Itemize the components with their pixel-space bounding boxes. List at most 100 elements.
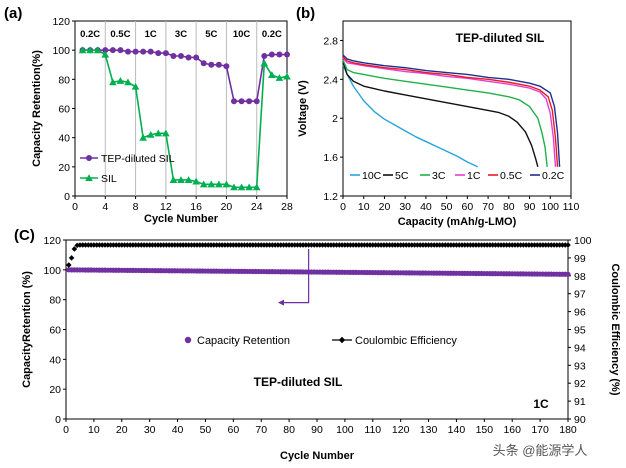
x-tick-label: 20 (221, 201, 233, 213)
x-tick-label: 70 (482, 201, 494, 213)
data-point (139, 133, 147, 141)
data-point (215, 180, 223, 188)
data-point (284, 51, 290, 58)
panel-c-series (65, 242, 571, 277)
x-tick-label: 80 (283, 424, 295, 436)
x-tick-label: 30 (144, 424, 156, 436)
panel-b-y-ticks: 1.2 1.6 2 2.4 2.8 (323, 35, 343, 203)
x-tick-label: 150 (476, 424, 494, 436)
data-point (223, 63, 230, 70)
x-tick-label: 50 (200, 424, 212, 436)
y-tick-label: 20 (49, 384, 61, 396)
discharge-curve-0-2c (342, 54, 561, 167)
axis-pointer-arrow-line (281, 248, 310, 304)
y-tick-label: 40 (58, 133, 70, 145)
data-point (200, 60, 207, 67)
y-right-tick-label: 94 (574, 342, 586, 354)
legend-label: 10C (362, 170, 382, 182)
data-point (116, 76, 125, 84)
data-point (185, 54, 192, 61)
legend-label: Capacity Retention (197, 335, 290, 347)
legend-marker (86, 155, 92, 161)
x-tick-label: 50 (441, 201, 453, 213)
data-point (147, 48, 154, 55)
x-tick-label: 16 (190, 201, 202, 213)
legend-marker (338, 336, 346, 344)
panel-a-x-axis-label: Cycle Number (144, 213, 219, 225)
x-tick-label: 180 (559, 424, 577, 436)
panel-b-label: (b) (296, 5, 315, 22)
y-right-tick-label: 97 (574, 289, 586, 301)
panel-c-plot-area (65, 239, 569, 420)
capacity-retention-point (565, 271, 571, 277)
coulombic-efficiency-point (65, 262, 72, 268)
data-point (199, 180, 208, 188)
data-point (184, 176, 193, 183)
legend-label: Coulombic Efficiency (355, 335, 457, 347)
y-right-tick-label: 95 (574, 325, 586, 337)
panel-a-x-ticks: 0 4 8 12 16 20 24 28 (72, 196, 293, 213)
legend-label: 5C (395, 170, 409, 182)
panel-b-plot-area (342, 20, 572, 197)
y-tick-label: 1.2 (323, 191, 338, 203)
panel-c-arrow (277, 248, 310, 306)
discharge-curve-10c (342, 64, 479, 168)
y-tick-label: 2.4 (323, 74, 338, 86)
x-tick-label: 20 (116, 424, 128, 436)
data-point (162, 129, 170, 137)
y-tick-label: 20 (58, 162, 70, 174)
x-tick-label: 8 (133, 201, 139, 213)
y-tick-label: 1.6 (323, 152, 338, 164)
data-point (102, 47, 109, 54)
x-tick-label: 40 (420, 201, 432, 213)
panel-c-y-axis-label-right: Coulombic Efficiency (%) (609, 263, 621, 395)
x-tick-label: 10 (358, 201, 370, 213)
panel-c-title: TEP-diluted SIL (254, 375, 343, 389)
y-right-tick-label: 90 (574, 414, 586, 426)
y-tick-label: 80 (49, 295, 61, 307)
data-point (231, 98, 237, 105)
discharge-curve-3c (342, 59, 548, 167)
legend-label: 1C (467, 170, 481, 182)
coulombic-efficiency-point (71, 246, 78, 252)
panel-b-series (342, 54, 561, 168)
rate-label: 0.5C (110, 29, 130, 40)
data-point (192, 177, 200, 185)
panel-c-x-ticks: 0 10 20 30 40 50 60 70 80 90 100 110 120 130 140 150 160… (63, 419, 577, 436)
legend-label: 0.2C (542, 170, 565, 182)
data-point (117, 47, 124, 54)
x-tick-label: 30 (399, 201, 411, 213)
data-point (230, 183, 238, 191)
y-tick-label: 60 (58, 104, 70, 116)
x-tick-label: 0 (340, 201, 346, 213)
x-tick-label: 24 (251, 201, 263, 213)
legend-marker (184, 336, 192, 344)
data-point (260, 59, 269, 67)
axis-pointer-arrow-head (277, 299, 284, 306)
panel-c-y-ticks-right: 90 91 92 93 94 95 96 97 98 99 100 (568, 235, 592, 426)
y-tick-label: 80 (58, 74, 70, 86)
data-point (170, 53, 177, 59)
data-point (261, 53, 268, 59)
panel-a-rate-dividers (104, 21, 258, 196)
panel-a-legend: TEP-diluted SIL SIL (80, 153, 175, 185)
discharge-curve-0-5c (342, 56, 559, 167)
x-tick-label: 170 (531, 424, 549, 436)
series-line-sil (82, 49, 288, 189)
y-tick-label: 100 (52, 45, 70, 57)
x-tick-label: 60 (227, 424, 239, 436)
x-tick-label: 130 (420, 424, 438, 436)
data-point (222, 180, 231, 188)
data-point (93, 46, 102, 54)
data-point (132, 48, 139, 55)
x-tick-label: 40 (172, 424, 184, 436)
data-point (146, 130, 155, 138)
data-point (177, 176, 185, 183)
series-line-tep-diluted-sil (82, 49, 287, 103)
y-tick-label: 0 (55, 414, 61, 426)
data-point (162, 50, 169, 57)
coulombic-efficiency-point (565, 242, 571, 248)
data-point (169, 176, 178, 183)
rate-label: 10C (233, 29, 251, 40)
